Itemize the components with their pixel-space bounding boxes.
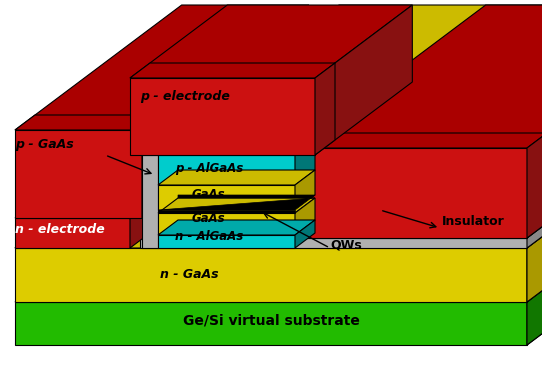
- Polygon shape: [527, 5, 542, 302]
- Polygon shape: [158, 170, 315, 185]
- Polygon shape: [295, 148, 527, 238]
- Polygon shape: [142, 5, 308, 218]
- Polygon shape: [142, 155, 158, 248]
- Polygon shape: [15, 130, 142, 218]
- Text: QWs: QWs: [330, 238, 362, 251]
- Polygon shape: [15, 5, 542, 248]
- Polygon shape: [142, 115, 162, 218]
- Text: n - electrode: n - electrode: [15, 223, 105, 236]
- Polygon shape: [158, 210, 295, 213]
- Text: n - GaAs: n - GaAs: [160, 268, 218, 281]
- Text: Ge/Si virtual substrate: Ge/Si virtual substrate: [183, 314, 359, 328]
- Polygon shape: [315, 5, 412, 155]
- Polygon shape: [295, 140, 315, 185]
- Polygon shape: [158, 140, 315, 155]
- Polygon shape: [295, 133, 542, 148]
- Polygon shape: [158, 155, 295, 185]
- Polygon shape: [295, 198, 315, 235]
- Polygon shape: [527, 5, 542, 345]
- Polygon shape: [315, 63, 335, 155]
- Polygon shape: [295, 220, 315, 248]
- Polygon shape: [158, 235, 295, 248]
- Text: p - electrode: p - electrode: [140, 90, 230, 103]
- Polygon shape: [15, 248, 527, 302]
- Polygon shape: [295, 170, 315, 210]
- Polygon shape: [142, 140, 178, 155]
- Text: GaAs: GaAs: [192, 188, 225, 201]
- Polygon shape: [130, 5, 412, 78]
- Polygon shape: [130, 203, 150, 248]
- Polygon shape: [140, 223, 542, 238]
- Polygon shape: [130, 78, 315, 155]
- Polygon shape: [527, 5, 542, 238]
- Polygon shape: [527, 287, 542, 345]
- Polygon shape: [158, 195, 315, 210]
- Polygon shape: [140, 238, 527, 248]
- Polygon shape: [15, 5, 308, 130]
- Text: Insulator: Insulator: [442, 215, 505, 228]
- Polygon shape: [295, 5, 542, 148]
- Polygon shape: [15, 203, 150, 218]
- Polygon shape: [527, 133, 542, 238]
- Polygon shape: [130, 63, 335, 78]
- Polygon shape: [527, 223, 542, 248]
- Polygon shape: [15, 287, 542, 302]
- Text: p - AlGaAs: p - AlGaAs: [175, 162, 243, 175]
- Polygon shape: [158, 213, 295, 235]
- Polygon shape: [158, 220, 315, 235]
- Text: p - GaAs: p - GaAs: [15, 138, 74, 151]
- Polygon shape: [15, 302, 527, 345]
- Polygon shape: [158, 198, 315, 213]
- Polygon shape: [527, 233, 542, 302]
- Polygon shape: [15, 218, 130, 248]
- Text: GaAs: GaAs: [192, 212, 225, 225]
- Text: n - AlGaAs: n - AlGaAs: [175, 230, 243, 243]
- Polygon shape: [15, 115, 162, 130]
- Polygon shape: [15, 233, 542, 248]
- Polygon shape: [158, 185, 295, 210]
